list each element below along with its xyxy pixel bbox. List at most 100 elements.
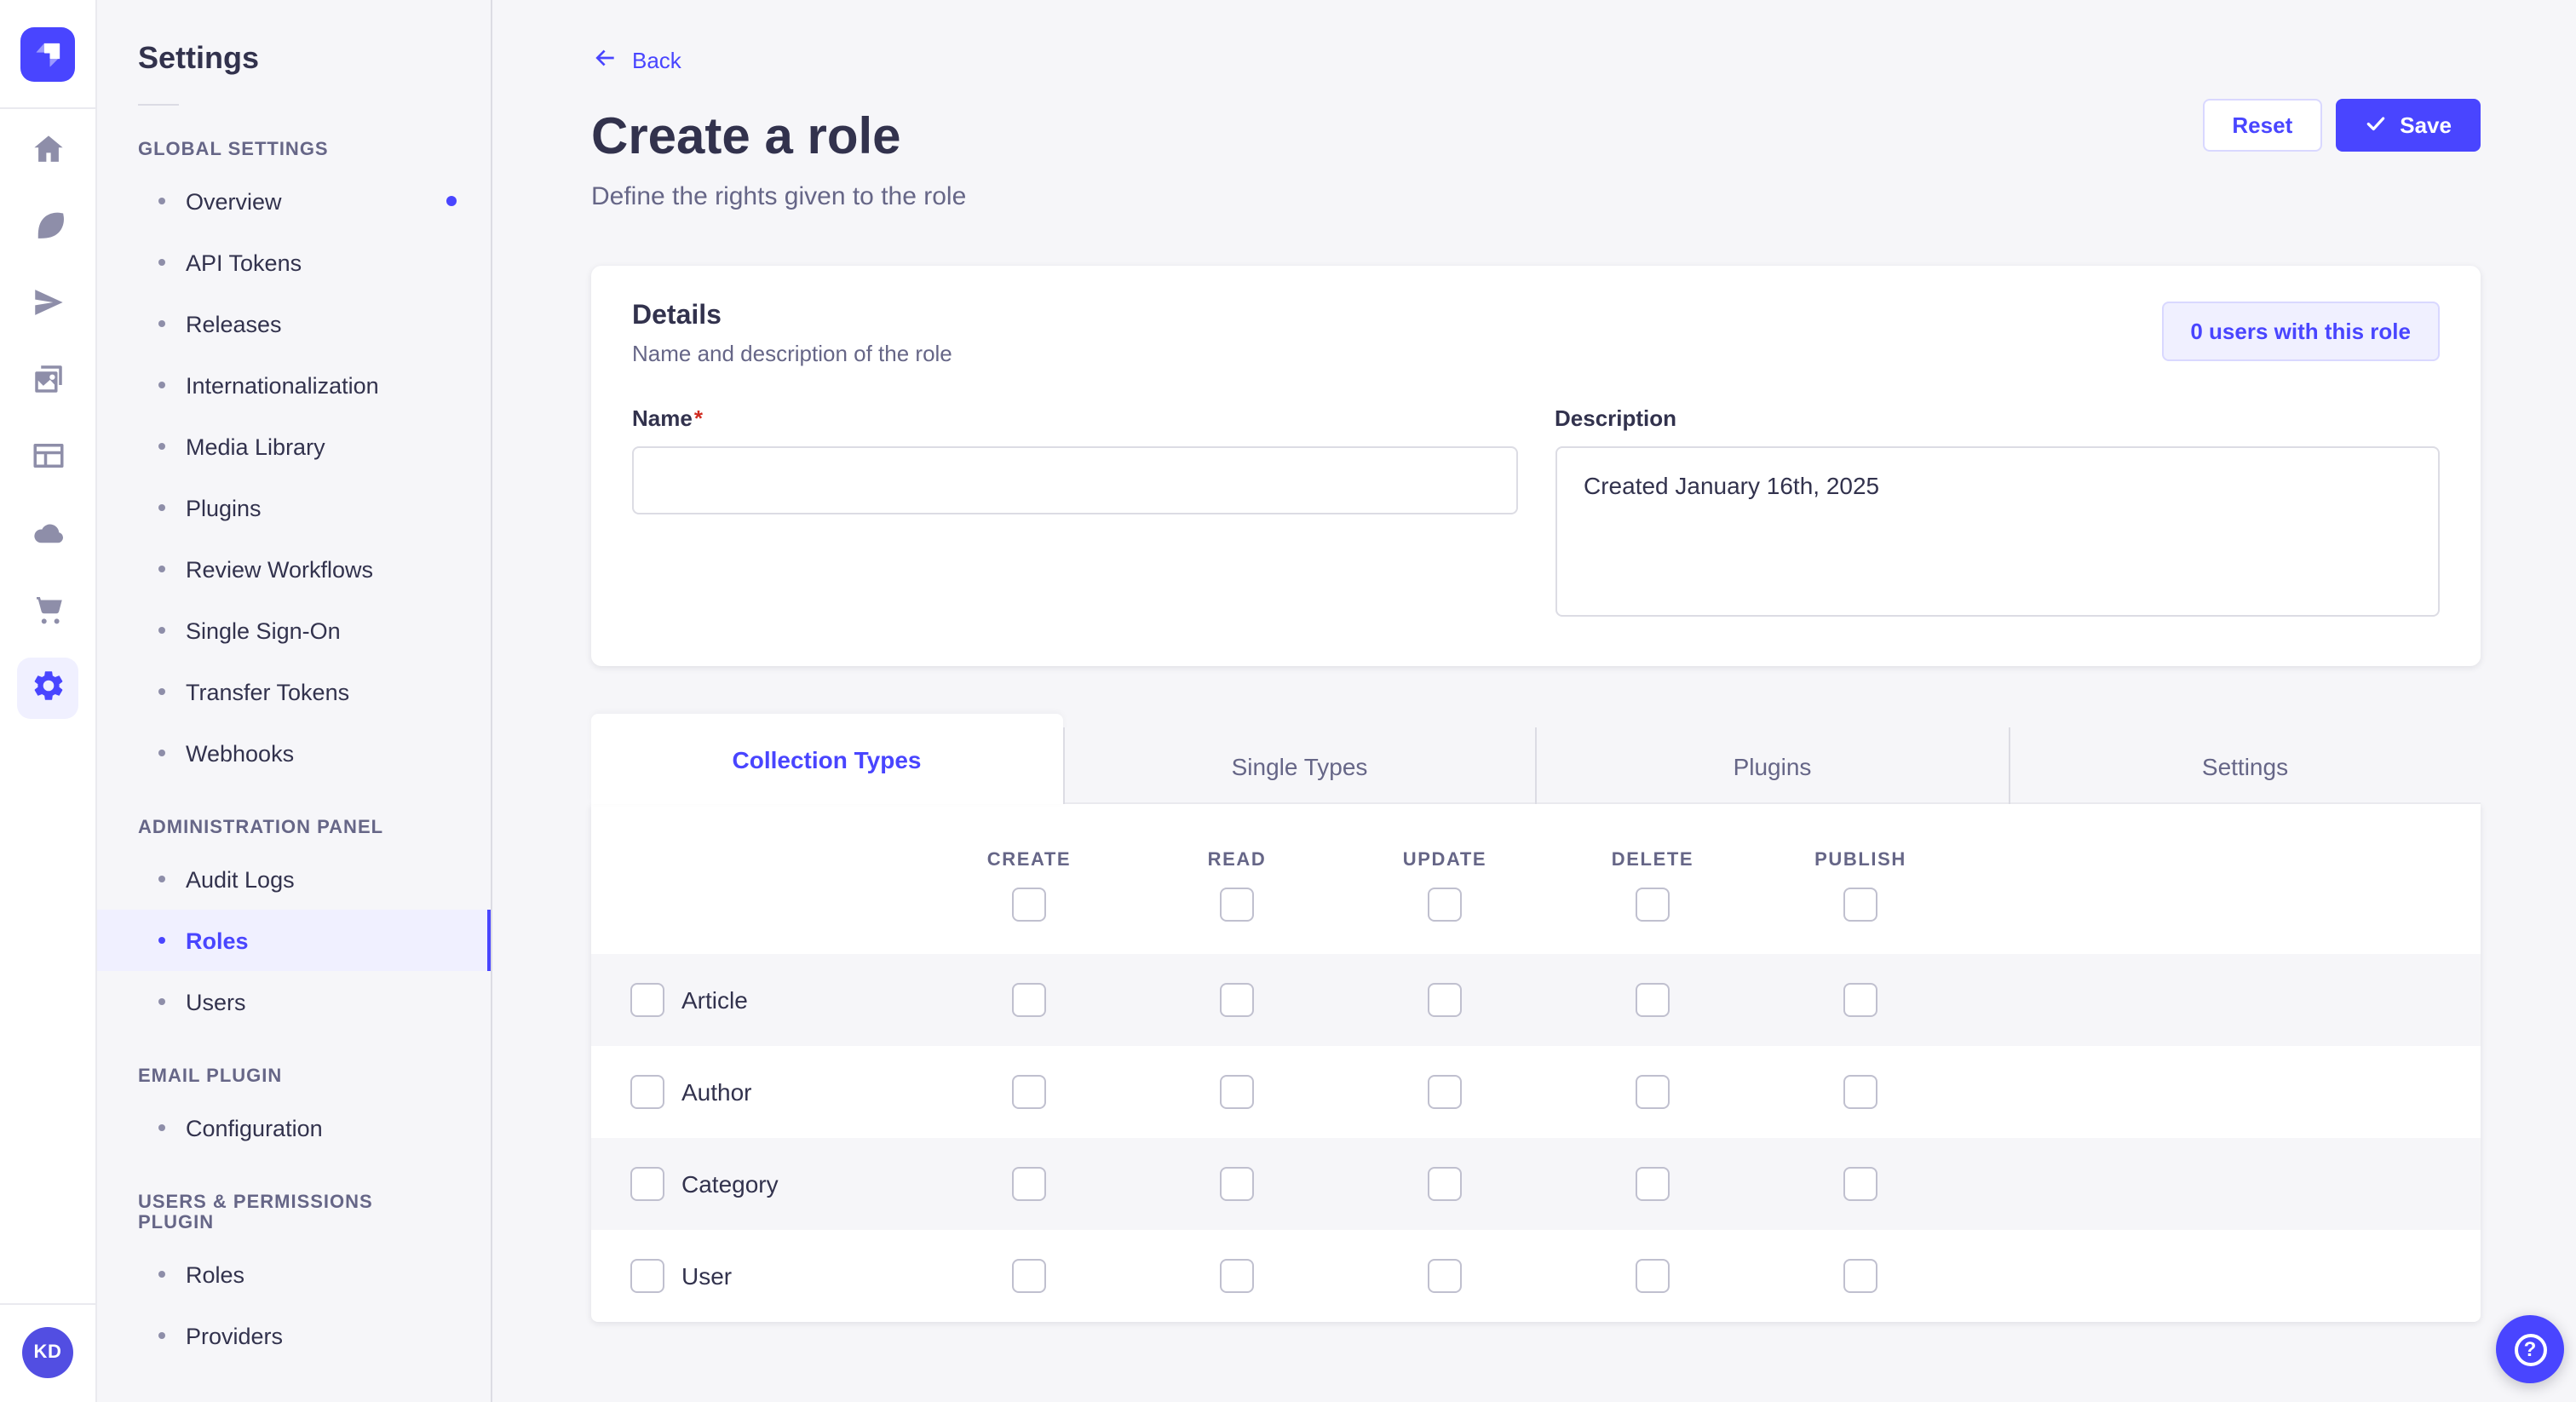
sidebar-item-single-sign-on[interactable]: Single Sign-On	[97, 600, 491, 661]
select-all-publish-checkbox[interactable]	[1843, 888, 1877, 922]
sidebar-item-label: Media Library	[186, 434, 325, 459]
user-avatar[interactable]: KD	[22, 1327, 73, 1378]
user-publish-checkbox[interactable]	[1843, 1259, 1877, 1293]
marketplace-button[interactable]	[17, 581, 78, 642]
tab-plugins[interactable]: Plugins	[1535, 727, 2008, 804]
releases-button[interactable]	[17, 274, 78, 336]
deploy-cloud-button[interactable]	[17, 504, 78, 566]
row-label-category: Category	[681, 1170, 779, 1198]
category-delete-checkbox[interactable]	[1636, 1167, 1670, 1201]
details-title: Details	[632, 302, 722, 330]
article-row-checkbox[interactable]	[630, 983, 664, 1017]
category-update-checkbox[interactable]	[1428, 1167, 1462, 1201]
content-type-builder-button[interactable]	[17, 428, 78, 489]
sidebar-item-api-tokens[interactable]: API Tokens	[97, 232, 491, 293]
save-button[interactable]: Save	[2335, 99, 2481, 152]
name-input[interactable]	[632, 446, 1517, 514]
help-button[interactable]: ?	[2496, 1315, 2564, 1383]
strapi-logo-button[interactable]	[20, 26, 75, 81]
column-read: READ	[1133, 850, 1341, 922]
select-all-delete-checkbox[interactable]	[1636, 888, 1670, 922]
category-row-checkbox[interactable]	[630, 1167, 664, 1201]
bullet-icon	[158, 627, 165, 634]
article-delete-checkbox[interactable]	[1636, 983, 1670, 1017]
main-content: Back Create a role Define the rights giv…	[494, 0, 2576, 1402]
user-update-checkbox[interactable]	[1428, 1259, 1462, 1293]
required-asterisk: *	[693, 405, 703, 431]
settings-button[interactable]	[17, 658, 78, 719]
paper-plane-icon	[30, 284, 66, 325]
sidebar-item-media-library[interactable]: Media Library	[97, 416, 491, 477]
sidebar-item-configuration[interactable]: Configuration	[97, 1097, 491, 1158]
home-button[interactable]	[17, 121, 78, 182]
rail-nav	[17, 109, 78, 1303]
row-label-user: User	[681, 1262, 733, 1290]
sidebar-item-label: Providers	[186, 1323, 284, 1348]
sidebar-item-label: Internationalization	[186, 372, 379, 398]
settings-gear-icon	[30, 668, 66, 709]
user-row-checkbox[interactable]	[630, 1259, 664, 1293]
category-read-checkbox[interactable]	[1220, 1167, 1254, 1201]
category-publish-checkbox[interactable]	[1843, 1167, 1877, 1201]
header-actions: Reset Save	[2203, 99, 2481, 152]
sidebar-item-users[interactable]: Users	[97, 971, 491, 1032]
article-create-checkbox[interactable]	[1012, 983, 1046, 1017]
bullet-icon	[158, 1124, 165, 1131]
user-read-checkbox[interactable]	[1220, 1259, 1254, 1293]
question-mark-icon: ?	[2514, 1333, 2546, 1365]
tab-collection-types[interactable]: Collection Types	[591, 714, 1062, 804]
author-read-checkbox[interactable]	[1220, 1075, 1254, 1109]
media-library-button[interactable]	[17, 351, 78, 412]
arrow-left-icon	[591, 44, 618, 77]
section-users-permissions-plugin: USERS & PERMISSIONS PLUGIN	[138, 1192, 373, 1233]
column-label-read: READ	[1207, 850, 1267, 871]
article-update-checkbox[interactable]	[1428, 983, 1462, 1017]
sidebar-item-audit-logs[interactable]: Audit Logs	[97, 848, 491, 910]
category-create-checkbox[interactable]	[1012, 1167, 1046, 1201]
sidebar-item-review-workflows[interactable]: Review Workflows	[97, 538, 491, 600]
back-link[interactable]: Back	[591, 44, 681, 77]
select-all-read-checkbox[interactable]	[1220, 888, 1254, 922]
tabs-strip: Collection Types Single Types Plugins Se…	[591, 714, 2481, 804]
sidebar-item-label: API Tokens	[186, 250, 302, 275]
details-fields: Name * Description Created January 16th, …	[632, 404, 2440, 625]
description-textarea[interactable]: Created January 16th, 2025	[1555, 446, 2440, 617]
content-manager-button[interactable]	[17, 198, 78, 259]
rail-header	[0, 0, 95, 109]
reset-button[interactable]: Reset	[2203, 99, 2322, 152]
sidebar-item-webhooks[interactable]: Webhooks	[97, 722, 491, 784]
sidebar-item-releases[interactable]: Releases	[97, 293, 491, 354]
sidebar-item-overview[interactable]: Overview	[97, 170, 491, 232]
select-all-create-checkbox[interactable]	[1012, 888, 1046, 922]
sidebar-item-up-roles[interactable]: Roles	[97, 1244, 491, 1305]
settings-sidebar: Settings GLOBAL SETTINGS Overview API To…	[97, 0, 492, 1402]
article-publish-checkbox[interactable]	[1843, 983, 1877, 1017]
sidebar-item-label: Review Workflows	[186, 556, 374, 582]
bullet-icon	[158, 937, 165, 944]
article-read-checkbox[interactable]	[1220, 983, 1254, 1017]
sidebar-item-internationalization[interactable]: Internationalization	[97, 354, 491, 416]
tab-single-types[interactable]: Single Types	[1062, 727, 1535, 804]
sidebar-item-providers[interactable]: Providers	[97, 1305, 491, 1366]
sidebar-item-roles[interactable]: Roles	[97, 910, 491, 971]
page-title: Create a role	[591, 109, 901, 165]
notification-dot-icon	[446, 196, 457, 206]
user-delete-checkbox[interactable]	[1636, 1259, 1670, 1293]
sidebar-item-plugins[interactable]: Plugins	[97, 477, 491, 538]
author-update-checkbox[interactable]	[1428, 1075, 1462, 1109]
author-create-checkbox[interactable]	[1012, 1075, 1046, 1109]
users-with-role-button[interactable]: 0 users with this role	[2161, 302, 2440, 361]
sidebar-item-transfer-tokens[interactable]: Transfer Tokens	[97, 661, 491, 722]
column-label-delete: DELETE	[1611, 850, 1694, 871]
details-head: Details Name and description of the role…	[632, 302, 2440, 366]
tab-settings[interactable]: Settings	[2008, 727, 2481, 804]
author-row-checkbox[interactable]	[630, 1075, 664, 1109]
select-all-update-checkbox[interactable]	[1428, 888, 1462, 922]
table-row-user: User	[591, 1230, 2481, 1322]
author-publish-checkbox[interactable]	[1843, 1075, 1877, 1109]
author-delete-checkbox[interactable]	[1636, 1075, 1670, 1109]
bullet-icon	[158, 1332, 165, 1339]
name-field-group: Name *	[632, 404, 1517, 625]
user-create-checkbox[interactable]	[1012, 1259, 1046, 1293]
